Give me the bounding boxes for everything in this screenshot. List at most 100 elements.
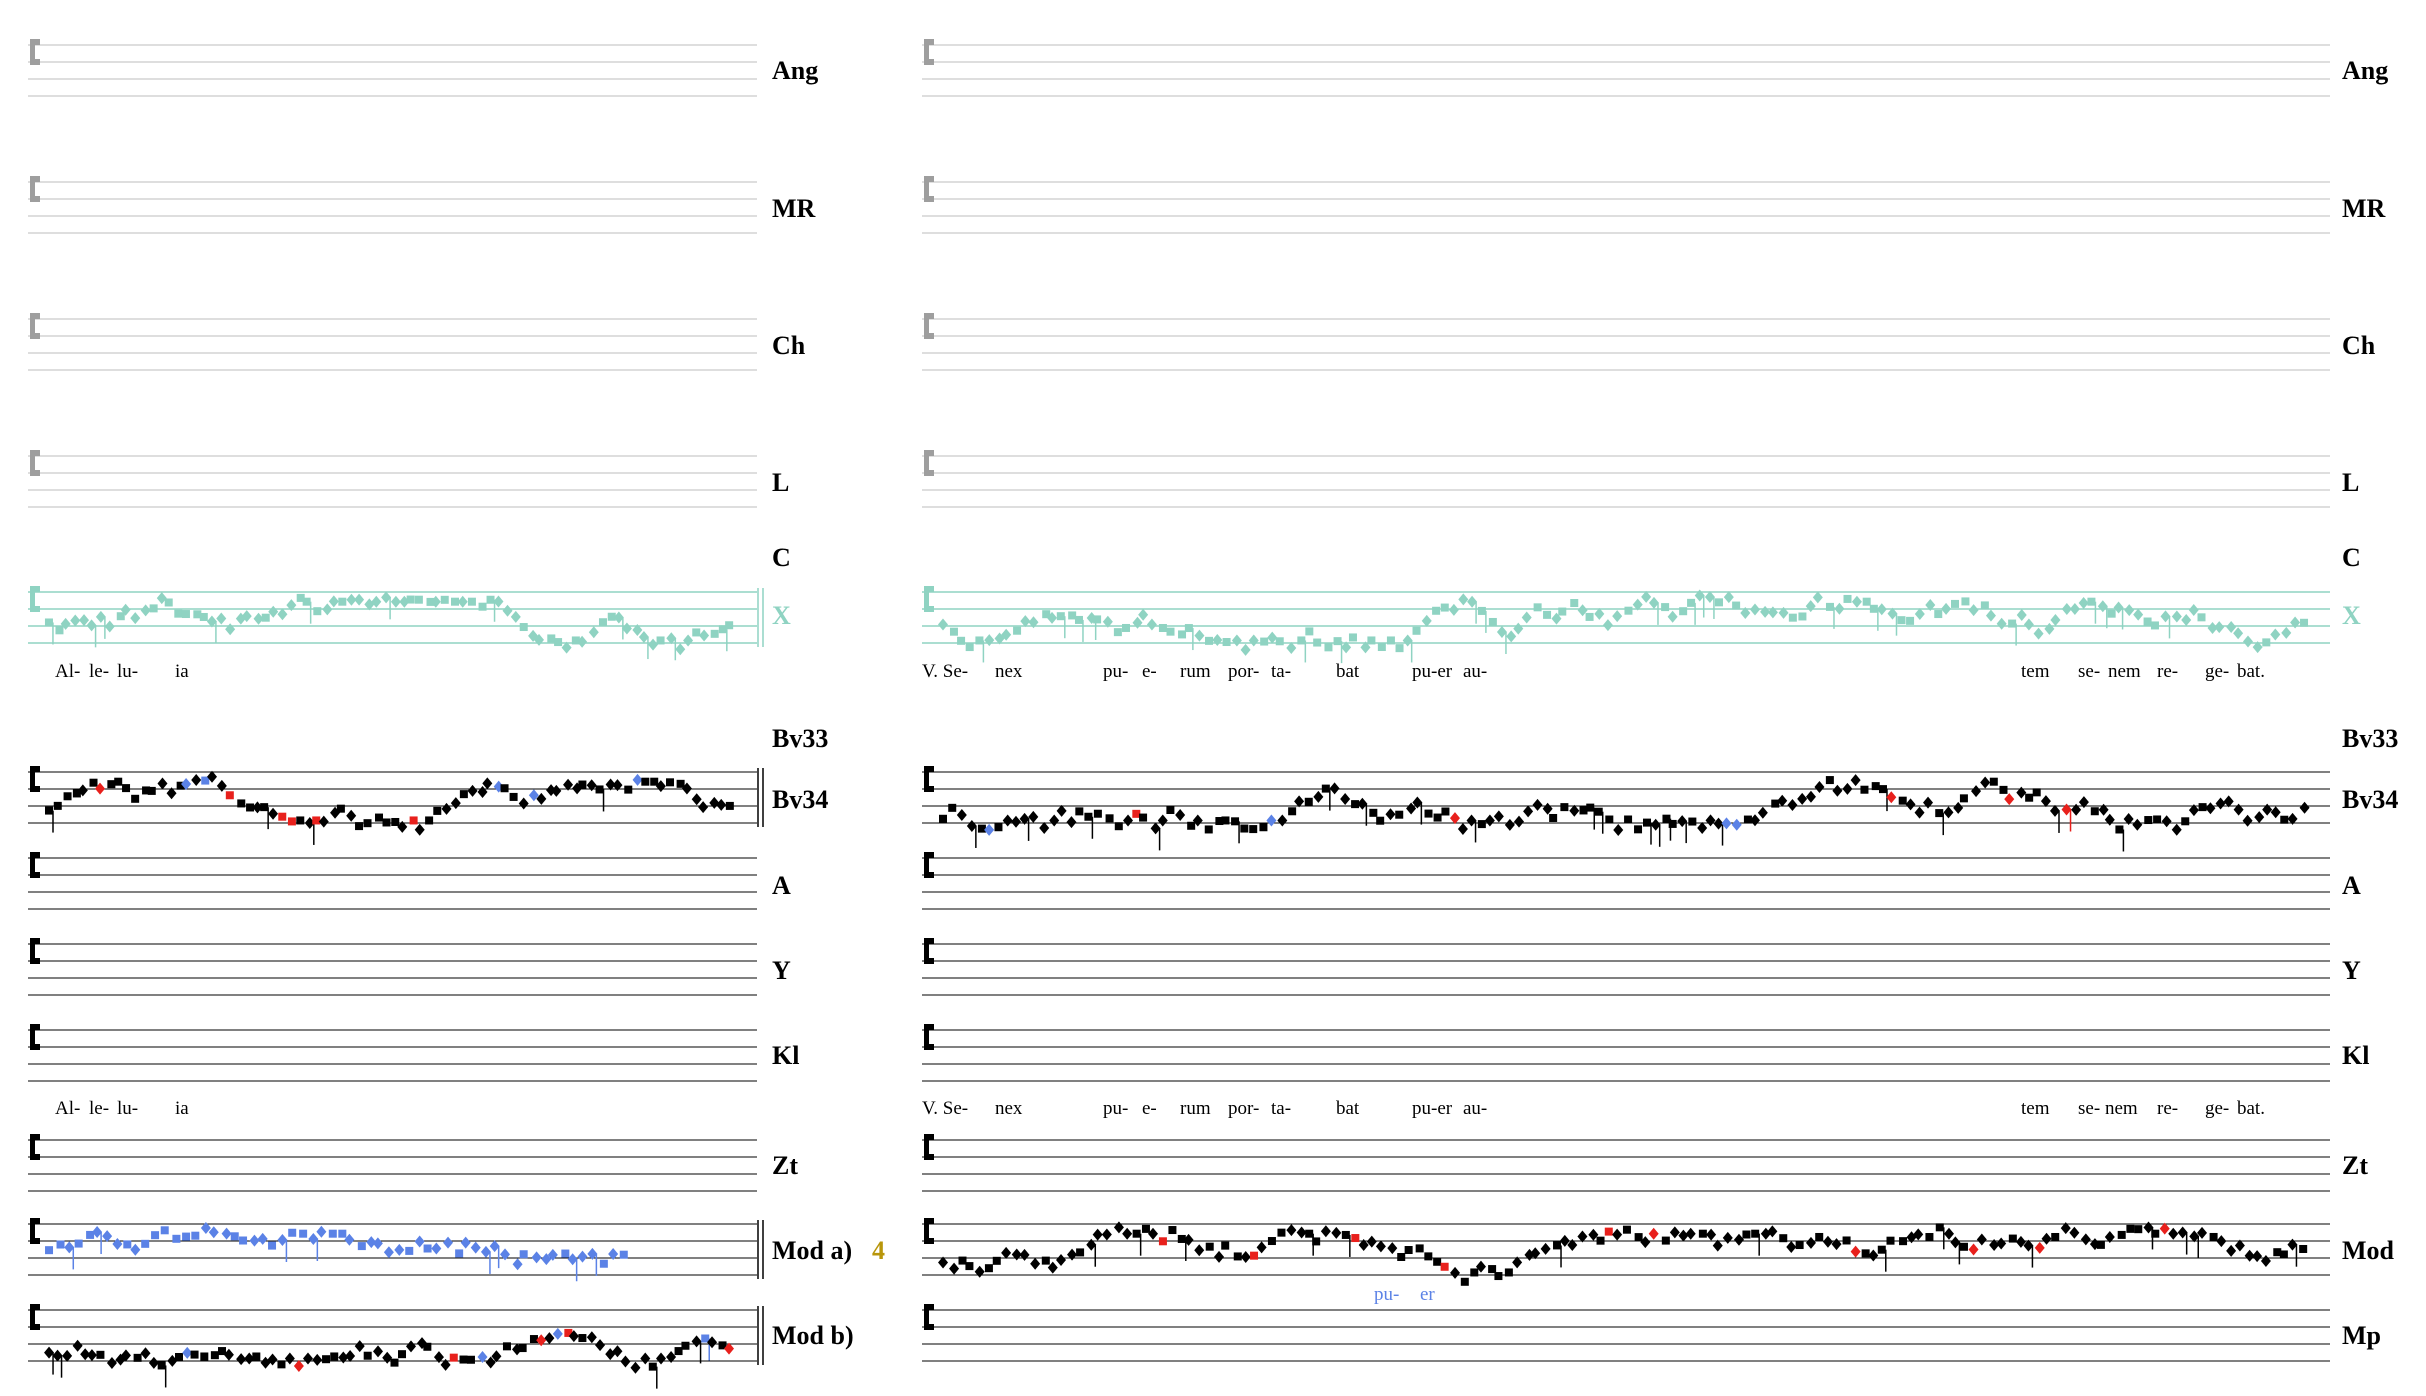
neume-square: [45, 1246, 54, 1255]
neume-square: [2143, 617, 2152, 626]
neume-diamond: [441, 802, 452, 815]
neume-diamond: [1577, 1230, 1588, 1243]
neume-square: [977, 824, 986, 833]
neume-square: [287, 817, 296, 826]
lyric-syllable: por-: [1228, 1098, 1259, 1119]
neume-diamond: [587, 1247, 598, 1260]
neume-diamond: [1030, 1257, 1041, 1270]
neume-square: [1433, 1257, 1442, 1266]
neume-diamond: [2023, 618, 2034, 631]
neume-square: [957, 636, 966, 645]
neume-diamond: [344, 1233, 355, 1246]
neume-square: [151, 1231, 160, 1240]
neume-square: [123, 1240, 132, 1249]
neume-diamond: [1421, 614, 1432, 627]
neume-diamond: [1540, 1242, 1551, 1255]
neume-square: [641, 777, 650, 786]
lyric-syllable: bat.: [2237, 661, 2265, 682]
neume-square: [529, 1335, 538, 1344]
neume-square: [1861, 1249, 1870, 1258]
neume-diamond: [1366, 1235, 1377, 1248]
neume-diamond: [2050, 614, 2061, 627]
neume-square: [1795, 1241, 1804, 1250]
neume-square: [1999, 785, 2008, 794]
neume-square: [948, 803, 957, 812]
lyric-syllable: e-: [1142, 1098, 1157, 1119]
neume-diamond: [2016, 786, 2027, 799]
neume-square: [1959, 1242, 1968, 1251]
neume-diamond: [1132, 616, 1143, 629]
lyric-syllable: re-: [2157, 1098, 2178, 1119]
neume-square: [624, 785, 633, 794]
neume-diamond: [551, 784, 562, 797]
staff-label-ang-left: Ang: [772, 56, 818, 85]
neume-diamond: [632, 624, 643, 637]
neume-diamond: [500, 1248, 511, 1261]
neume-diamond: [1551, 612, 1562, 625]
neume-diamond: [477, 1350, 488, 1363]
neume-diamond: [2124, 604, 2135, 617]
neume-diamond: [518, 797, 529, 810]
neume-diamond: [1805, 600, 1816, 613]
neume-square: [939, 814, 948, 823]
neume-square: [176, 781, 185, 790]
neume-square: [114, 777, 123, 786]
neume-diamond: [62, 1349, 73, 1362]
neume-diamond: [640, 1352, 651, 1365]
neume-square: [1177, 1234, 1186, 1243]
neume-diamond: [1194, 1244, 1205, 1257]
staff-label-x-left: X: [772, 601, 791, 630]
lyric-syllable: tem: [2021, 1098, 2050, 1119]
neume-square: [149, 604, 158, 613]
neume-square: [277, 1360, 286, 1369]
neume-diamond: [2226, 620, 2237, 633]
neume-square: [1661, 1236, 1670, 1245]
neume-square: [426, 597, 435, 606]
neume-square: [1906, 616, 1915, 625]
neume-square: [74, 1239, 83, 1248]
neume-diamond: [1056, 1253, 1067, 1266]
neume-square: [459, 1355, 468, 1364]
neume-diamond: [1850, 774, 1861, 787]
neume-diamond: [937, 618, 948, 631]
neume-square: [1543, 610, 1552, 619]
lyric-syllable: lu-: [117, 1098, 138, 1119]
staff-label-a-left: A: [772, 871, 791, 900]
neume-square: [1825, 602, 1834, 611]
neume-diamond: [268, 807, 279, 820]
c-clef-icon: [924, 938, 934, 964]
neume-diamond: [984, 823, 995, 836]
neume-diamond: [1733, 1233, 1744, 1246]
neume-diamond: [666, 1350, 677, 1363]
neume-square: [1397, 1252, 1406, 1261]
neume-diamond: [528, 789, 539, 802]
neume-diamond: [1577, 604, 1588, 617]
neume-diamond: [482, 777, 493, 790]
neume-square: [1304, 797, 1313, 806]
neume-diamond: [1296, 1226, 1307, 1239]
neume-diamond: [966, 819, 977, 832]
neume-diamond: [249, 1234, 260, 1247]
neume-diamond: [2188, 804, 2199, 817]
staff-label-y-left: Y: [772, 956, 791, 985]
neume-diamond: [104, 620, 115, 633]
neume-square: [1488, 1265, 1497, 1274]
neume-square: [2151, 1229, 2160, 1238]
neume-diamond: [130, 612, 141, 625]
neume-diamond: [1521, 611, 1532, 624]
neume-diamond: [1985, 609, 1996, 622]
neume-diamond: [2161, 815, 2172, 828]
staff-label-mod-a-left: Mod a): [772, 1236, 852, 1265]
neume-diamond: [1886, 791, 1897, 804]
neume-square: [1288, 807, 1297, 816]
neume-diamond: [1542, 802, 1553, 815]
neume-diamond: [1506, 630, 1517, 643]
neume-square: [86, 1230, 95, 1239]
neume-diamond: [1028, 810, 1039, 823]
neume-diamond: [1914, 806, 1925, 819]
c-clef-icon: [30, 766, 40, 792]
neume-square: [1878, 785, 1887, 794]
neume-diamond: [1113, 1221, 1124, 1234]
neume-diamond: [1340, 793, 1351, 806]
lyric-syllable: ta-: [1271, 661, 1291, 682]
